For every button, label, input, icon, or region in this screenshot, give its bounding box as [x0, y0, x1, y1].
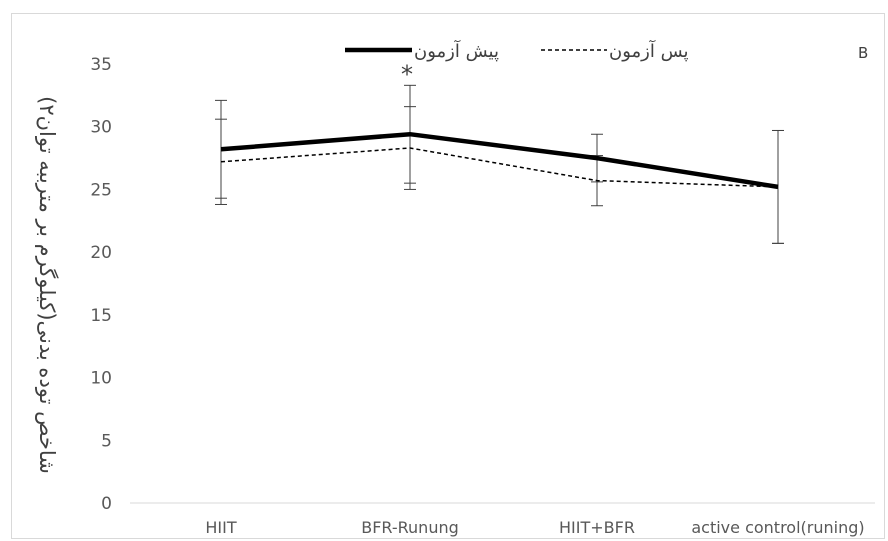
y-tick-label: 20: [90, 243, 112, 263]
y-tick-label: 35: [90, 55, 112, 75]
panel-label: B: [858, 44, 868, 62]
legend: پیش آزمون پس آزمون: [345, 39, 689, 62]
y-tick-label: 30: [90, 118, 112, 138]
x-tick-label: HIIT+BFR: [559, 518, 635, 537]
series-line-posttest: [220, 147, 779, 188]
x-tick-label: BFR-Runung: [361, 518, 459, 537]
y-tick-label: 10: [90, 369, 112, 389]
y-tick-label: 5: [101, 431, 112, 451]
x-tick-label: HIIT: [205, 518, 236, 537]
y-axis-label: شاخص توده بدنی(کیلوگرم بر مترببه توان۲): [35, 96, 59, 474]
legend-label-posttest: پس آزمون: [609, 39, 689, 62]
x-tick-label: active control(runing): [691, 518, 864, 537]
y-tick-label: 0: [101, 494, 112, 514]
y-tick-label: 15: [90, 306, 112, 326]
chart-frame: [11, 13, 885, 539]
y-tick-label: 25: [90, 180, 112, 200]
series-line-pretest: [220, 131, 779, 190]
legend-label-pretest: پیش آزمون: [414, 39, 499, 62]
significance-asterisk: *: [401, 60, 413, 88]
